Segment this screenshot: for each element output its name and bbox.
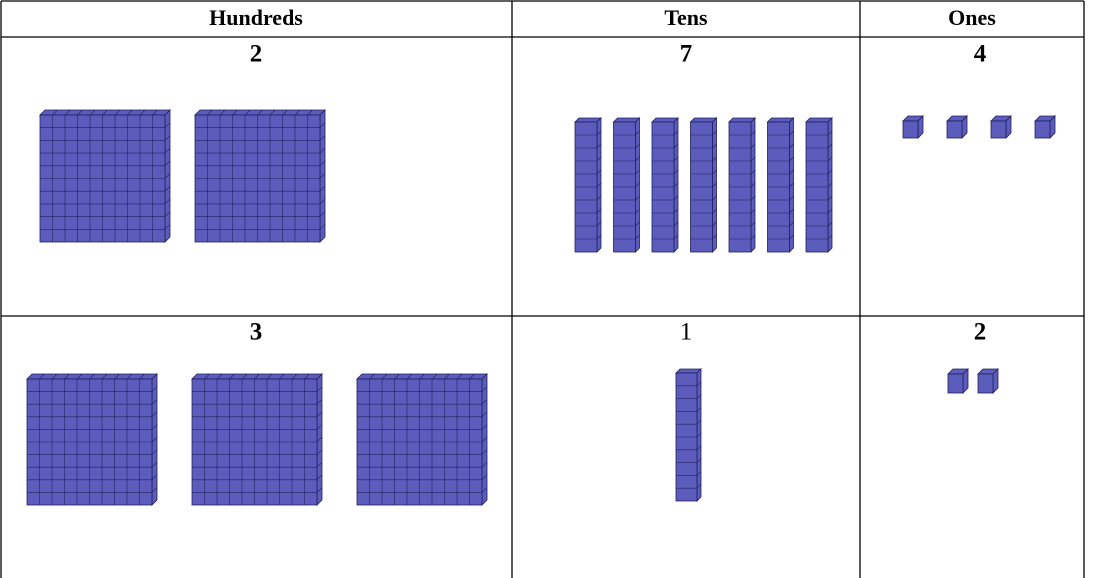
base-ten-block [1034,115,1056,139]
column-header: Ones [948,5,996,30]
block-front [947,373,964,394]
base-ten-block [356,373,488,506]
base-ten-block [990,115,1012,139]
digit: 4 [974,41,987,68]
block-grid [192,373,323,505]
base-ten-block [651,117,679,253]
base-ten-block [612,117,641,253]
block-grid [195,109,326,242]
block-front [990,120,1007,139]
block-front [977,373,994,394]
base-ten-block [947,368,969,394]
block-grid [357,373,488,505]
block-front [1034,120,1051,139]
base-ten-block [689,117,718,253]
block-grid [40,109,171,242]
base-ten-block [26,373,158,506]
digit: 2 [250,41,263,68]
block-grid [27,373,158,505]
block-grid [575,130,602,240]
base-ten-block [766,117,795,253]
base-ten-block [902,115,924,139]
block-grid [806,130,833,240]
base-ten-block [574,117,602,253]
block-front [946,120,963,139]
block-grid [767,130,794,240]
digit: 3 [250,319,263,346]
block-grid [613,130,640,240]
block-grid [676,381,702,489]
block-grid [690,130,717,240]
base-ten-block [805,117,833,253]
block-grid [729,130,756,240]
base-ten-block [191,373,323,506]
base-ten-block [194,109,326,243]
base-ten-block [728,117,756,253]
digit: 1 [680,319,693,346]
base-ten-block [977,368,999,394]
digit: 2 [974,319,987,346]
block-grid [652,130,679,240]
digit: 7 [680,41,693,68]
base-ten-block [39,109,171,243]
column-header: Hundreds [209,5,303,30]
base-ten-block [675,368,702,502]
block-front [902,120,919,139]
base-ten-block [946,115,968,139]
column-header: Tens [664,5,708,30]
